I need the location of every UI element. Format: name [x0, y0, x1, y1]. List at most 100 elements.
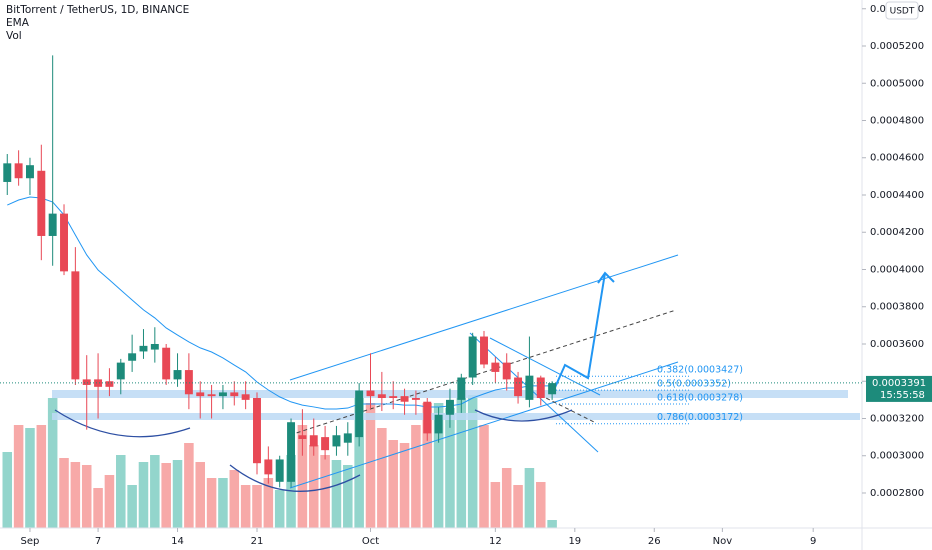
candle-body: [400, 396, 409, 402]
candle-body: [514, 377, 523, 397]
trend-line: [489, 337, 601, 396]
candle-body: [139, 345, 148, 352]
candle-body: [491, 362, 500, 372]
indicator-label: EMA: [6, 17, 30, 29]
y-tick-label: 0.0005200: [870, 41, 924, 52]
y-tick-label: 0.0002800: [870, 488, 924, 499]
fib-label: 0.618(0.0003278): [657, 392, 743, 403]
candle-body: [196, 392, 205, 397]
y-tick-label: 0.0004800: [870, 115, 924, 126]
volume-bar: [172, 460, 183, 528]
volume-bar: [297, 425, 308, 528]
x-tick-label: 21: [251, 536, 264, 547]
dashed-line: [539, 394, 597, 424]
chart-title: BitTorrent / TetherUS, 1D, BINANCE: [6, 4, 189, 16]
volume-bar: [104, 475, 115, 528]
volume-bar: [138, 462, 149, 528]
candle-body: [218, 392, 227, 397]
candle-layer: [3, 55, 557, 488]
candle-body: [37, 170, 46, 236]
candle-body: [207, 394, 216, 397]
candle-body: [71, 271, 80, 380]
x-tick-label: 9: [810, 536, 816, 547]
candle-body: [389, 396, 398, 399]
curve: [474, 409, 573, 422]
volume-bar: [331, 460, 342, 528]
candle-body: [94, 379, 103, 387]
currency-label[interactable]: USDT: [890, 7, 915, 17]
fib-layer: 0.382(0.0003427) 0.5(0.0003352) 0.618(0.00…: [556, 365, 743, 425]
volume-bar: [127, 485, 137, 528]
candle-body: [434, 414, 443, 434]
candle-body: [253, 398, 261, 464]
candle-body: [377, 394, 386, 399]
volume-bar: [59, 458, 69, 528]
fib-label: 0.382(0.0003427): [657, 365, 743, 376]
fib-label: 0.786(0.0003172): [657, 412, 743, 423]
channel-mid: [289, 309, 677, 436]
candle-body: [287, 422, 296, 482]
candle-body: [173, 370, 182, 380]
volume-bar: [81, 465, 92, 528]
candle-body: [184, 370, 193, 395]
candle-body: [116, 362, 125, 380]
candle-body: [468, 336, 477, 378]
volume-bar: [411, 425, 421, 528]
candle-body: [82, 379, 91, 385]
volume-bar: [252, 485, 262, 528]
x-tick-label: Oct: [362, 536, 379, 547]
x-tick-label: Nov: [713, 536, 733, 547]
volume-bar: [399, 443, 410, 528]
volume-bar: [377, 428, 387, 528]
candle-body: [321, 437, 330, 451]
volume-bar: [240, 485, 251, 528]
candle-body: [536, 377, 545, 399]
y-tick-label: 0.0003200: [870, 413, 924, 424]
arrow-path: [552, 271, 615, 393]
volume-bar: [47, 398, 58, 528]
y-tick-label: 0.0004000: [870, 264, 924, 275]
volume-bar: [433, 403, 444, 528]
candle-body: [128, 353, 137, 361]
y-tick-label: 0.0003000: [870, 451, 924, 462]
volume-bar: [218, 478, 228, 528]
curve: [54, 409, 191, 438]
y-tick-label: 0.0003800: [870, 302, 924, 313]
candle-body: [480, 336, 488, 365]
volume-bar: [354, 398, 364, 528]
currency-button[interactable]: [885, 1, 919, 20]
volume-bar: [501, 468, 512, 528]
y-tick-label: 0.0004200: [870, 227, 924, 238]
candle-body: [25, 165, 34, 179]
candle-body: [366, 390, 375, 397]
candle-body: [343, 433, 352, 443]
candle-body: [230, 392, 239, 397]
last-price-label: 0.0003391: [872, 378, 926, 389]
x-tick-label: 14: [171, 536, 184, 547]
candle-body: [525, 375, 534, 400]
candle-body: [14, 163, 23, 179]
fib-label: 0.5(0.0003352): [657, 379, 731, 390]
volume-bar: [116, 455, 126, 528]
volume-bar: [467, 395, 478, 528]
volume-bar: [388, 440, 398, 528]
x-tick-label: 26: [648, 536, 661, 547]
candle-body: [332, 435, 341, 447]
countdown-label: 15:55:58: [880, 390, 925, 401]
channel-upper: [289, 254, 679, 381]
volume-bar: [70, 462, 81, 528]
candle-body: [48, 213, 57, 236]
volume-bar: [524, 468, 535, 528]
candle-body: [275, 459, 284, 482]
x-tick-label: 19: [568, 536, 581, 547]
candle-body: [298, 435, 307, 439]
curve: [229, 464, 361, 492]
volume-bar: [2, 452, 13, 528]
volume-bar: [150, 455, 160, 528]
candle-body: [445, 399, 454, 415]
candle-body: [548, 383, 557, 395]
indicator-label: Vol: [6, 30, 22, 42]
volume-bar: [513, 485, 523, 528]
volume-bar: [308, 445, 319, 528]
